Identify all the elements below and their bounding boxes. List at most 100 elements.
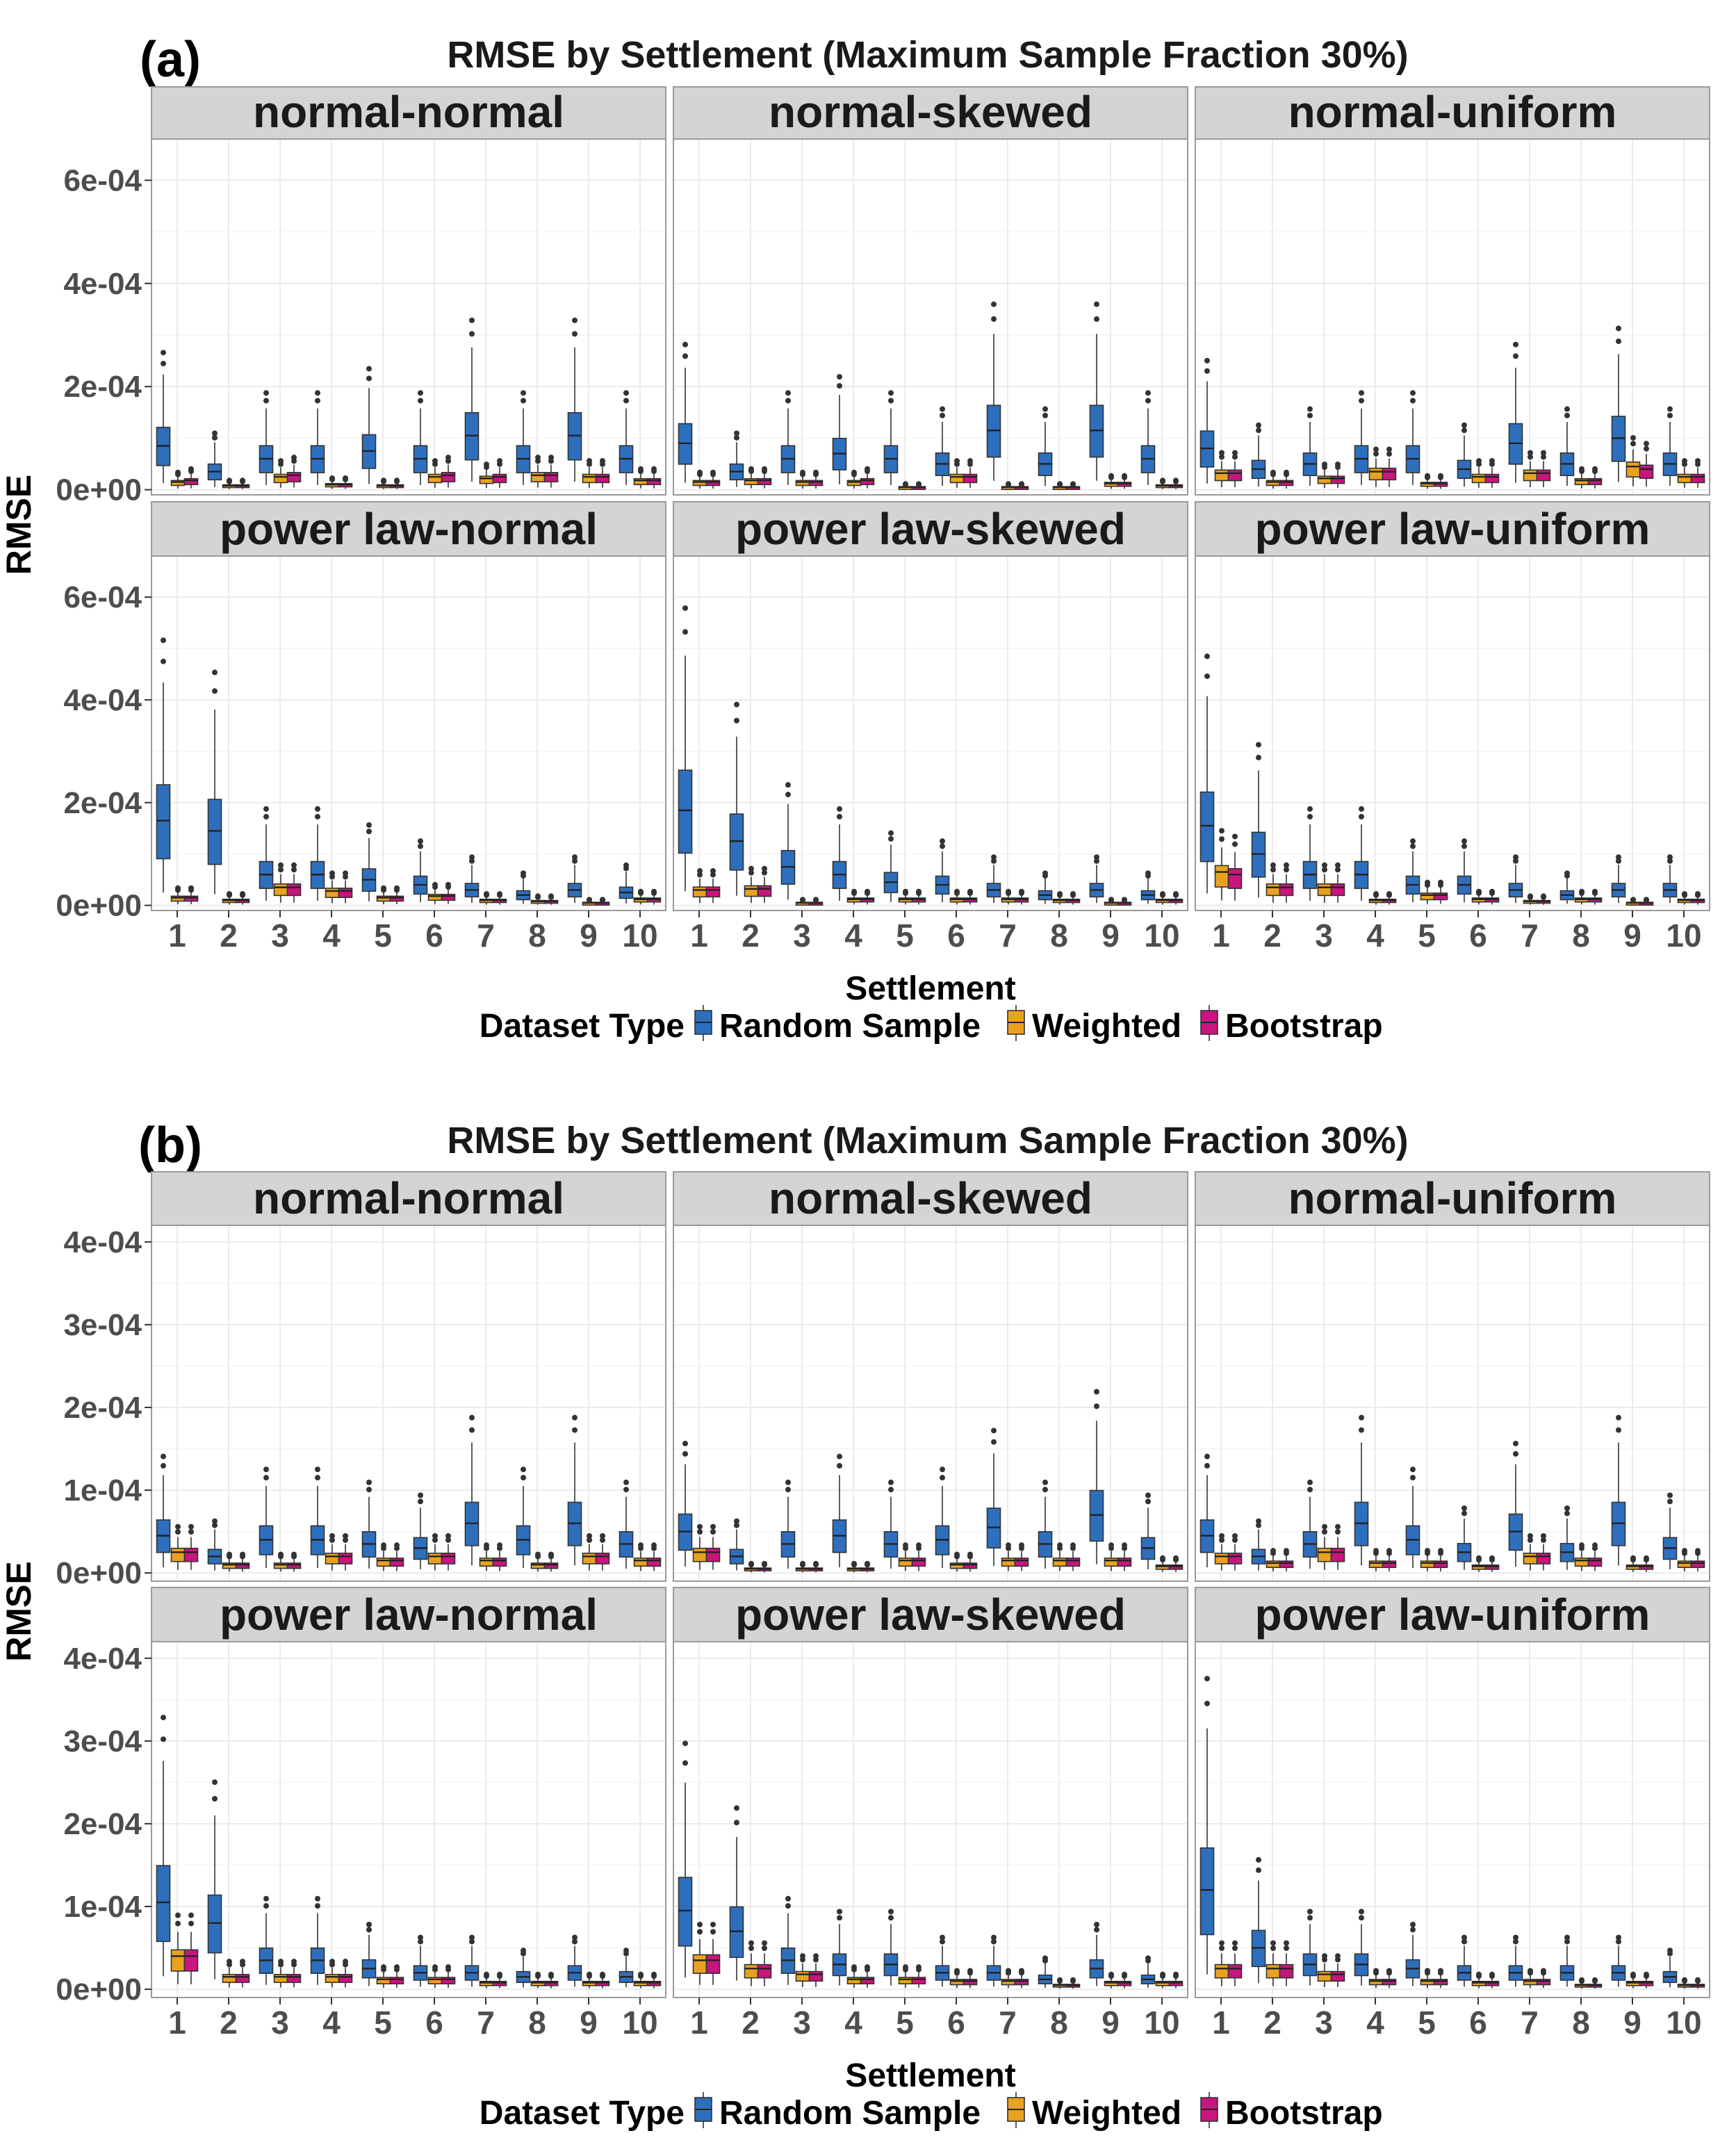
outlier-point	[1006, 1542, 1011, 1549]
outlier-point	[651, 888, 657, 895]
outlier-point	[1042, 412, 1048, 418]
outlier-point	[600, 1971, 605, 1977]
box-body	[898, 1977, 913, 1985]
box-bootstrap	[1168, 1971, 1183, 1988]
outlier-point	[1070, 891, 1076, 897]
x-tick-label: 8	[528, 917, 546, 954]
box-weighted	[273, 458, 288, 488]
box-body	[911, 1977, 926, 1985]
outlier-point	[888, 830, 894, 836]
box-bootstrap	[963, 1551, 978, 1572]
box-bootstrap	[1536, 1533, 1551, 1571]
plot-background	[673, 556, 1188, 910]
box-bootstrap	[183, 885, 199, 904]
box-random	[1251, 1518, 1266, 1571]
box-body	[1420, 892, 1435, 901]
box-weighted	[1420, 879, 1435, 904]
box-random	[1508, 1440, 1523, 1567]
box-bootstrap	[1639, 1971, 1654, 1988]
facet-title: power law-uniform	[1255, 1590, 1651, 1640]
outlier-point	[1204, 673, 1210, 679]
outlier-point	[1592, 1977, 1598, 1983]
x-tick-label: 4	[322, 917, 341, 954]
box-random	[1611, 1414, 1626, 1566]
box-body	[543, 1562, 559, 1569]
box-bootstrap	[286, 862, 302, 903]
box-weighted	[1523, 450, 1538, 488]
box-bootstrap	[911, 1964, 926, 1988]
outlier-point	[638, 466, 644, 472]
box-body	[1536, 1979, 1551, 1986]
box-random	[413, 1492, 428, 1569]
box-weighted	[170, 1912, 186, 1984]
outlier-point	[484, 462, 489, 468]
panel-border	[151, 1225, 666, 1582]
box-body	[1065, 1558, 1081, 1567]
outlier-point	[710, 868, 716, 874]
facet-panel: normal-uniform	[1195, 1171, 1710, 1582]
outlier-point	[837, 1909, 842, 1915]
outlier-point	[1322, 1953, 1327, 1959]
box-body	[846, 1977, 862, 1985]
box-body	[1317, 1547, 1332, 1562]
outlier-point	[1541, 893, 1546, 899]
outlier-point	[175, 469, 181, 475]
outlier-point	[1682, 1977, 1687, 1983]
outlier-point	[278, 1551, 284, 1558]
outlier-point	[734, 1522, 739, 1528]
box-bootstrap	[492, 1542, 507, 1571]
outlier-point	[469, 331, 475, 337]
outlier-point	[1373, 1968, 1379, 1974]
outlier-point	[1682, 1548, 1687, 1554]
box-bootstrap	[1330, 862, 1345, 903]
box-bootstrap	[543, 455, 559, 488]
box-weighted	[1052, 1977, 1067, 1989]
box-bootstrap	[1639, 897, 1654, 906]
box-random	[1611, 325, 1626, 482]
box-weighted	[1368, 1968, 1384, 1988]
outlier-point	[1513, 1440, 1518, 1446]
outlier-point	[1108, 897, 1114, 903]
box-bootstrap	[1227, 833, 1243, 901]
outlier-point	[1335, 1524, 1341, 1530]
box-body	[1639, 1980, 1654, 1986]
panel-border	[1195, 555, 1710, 911]
box-body	[1117, 1980, 1132, 1986]
box-random	[1354, 390, 1369, 485]
box-weighted	[795, 469, 810, 489]
outlier-point	[366, 375, 372, 382]
box-body	[744, 1963, 759, 1979]
box-body	[376, 1558, 391, 1567]
box-bootstrap	[1587, 1542, 1603, 1571]
outlier-point	[1122, 473, 1127, 479]
box-bootstrap	[1065, 891, 1081, 905]
box-body	[441, 1977, 456, 1985]
facet-title: power law-skewed	[735, 504, 1126, 554]
x-tick-label: 9	[1101, 2004, 1120, 2041]
box-weighted	[1574, 466, 1589, 489]
outlier-point	[1256, 1856, 1261, 1863]
panel-border	[673, 1225, 1188, 1582]
box-random	[1559, 406, 1575, 487]
outlier-point	[813, 1953, 819, 1959]
box-body	[1266, 1963, 1281, 1979]
box-bootstrap	[1227, 1940, 1243, 1986]
outlier-point	[1145, 870, 1151, 876]
outlier-point	[175, 885, 181, 891]
box-bootstrap	[543, 1971, 559, 1988]
outlier-point	[1410, 1475, 1416, 1481]
outlier-point	[1359, 813, 1364, 819]
outlier-point	[188, 885, 194, 891]
box-bootstrap	[808, 897, 824, 906]
outlier-point	[1307, 1915, 1313, 1921]
x-tick-label: 10	[1666, 917, 1701, 954]
panel-border	[673, 555, 1188, 911]
outlier-point	[1461, 1505, 1467, 1511]
box-bootstrap	[808, 469, 824, 489]
box-bootstrap	[595, 897, 610, 906]
box-body	[1227, 469, 1243, 482]
outlier-point	[1219, 1945, 1225, 1952]
outlier-point	[315, 1467, 320, 1473]
box-bootstrap	[1639, 1555, 1654, 1572]
box-random	[516, 390, 531, 485]
